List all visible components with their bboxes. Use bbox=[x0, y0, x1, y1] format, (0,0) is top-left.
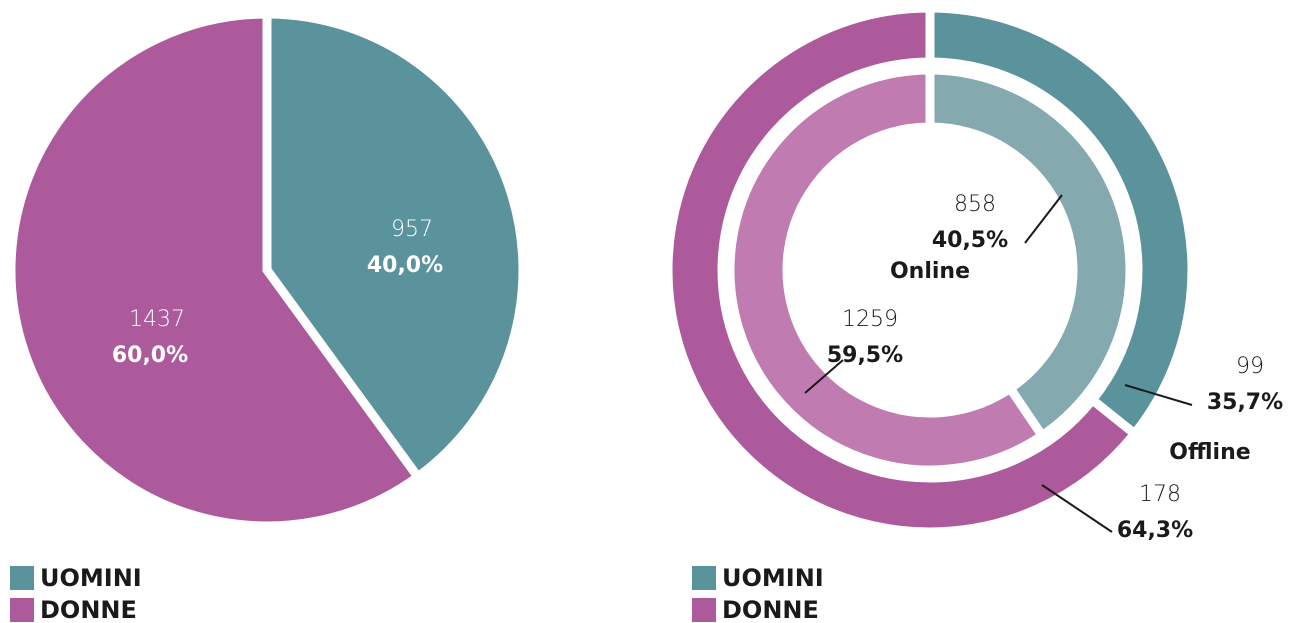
leader-line bbox=[1124, 384, 1193, 406]
legend-label: UOMINI bbox=[40, 564, 142, 592]
slice bbox=[262, 9, 528, 484]
value-label: 178 bbox=[1139, 482, 1181, 507]
percentage-label: 40,5% bbox=[932, 228, 1008, 253]
leader-line bbox=[1024, 194, 1063, 244]
legend-label: UOMINI bbox=[722, 564, 824, 592]
legend-label: DONNE bbox=[40, 596, 137, 623]
value-label: 1259 bbox=[842, 307, 898, 332]
leader-line bbox=[1041, 484, 1113, 533]
percentage-label: 60,0% bbox=[112, 343, 188, 368]
value-label: 99 bbox=[1236, 354, 1264, 379]
slice bbox=[6, 9, 425, 531]
slice bbox=[725, 65, 1049, 475]
legend-swatch bbox=[692, 566, 716, 590]
ring-name: Offline bbox=[1169, 440, 1250, 465]
leader-line bbox=[804, 359, 844, 394]
percentage-label: 35,7% bbox=[1207, 390, 1283, 415]
legend-label: DONNE bbox=[722, 596, 819, 623]
percentage-label: 40,0% bbox=[367, 253, 443, 278]
ring-name: Online bbox=[890, 259, 970, 284]
percentage-label: 64,3% bbox=[1117, 518, 1193, 543]
slice bbox=[925, 65, 1135, 442]
legend-swatch bbox=[692, 598, 716, 622]
legend-swatch bbox=[10, 598, 34, 622]
value-label: 858 bbox=[954, 192, 996, 217]
slice bbox=[925, 3, 1197, 441]
value-label: 957 bbox=[391, 217, 433, 242]
slice bbox=[663, 3, 1141, 537]
value-label: 1437 bbox=[129, 307, 185, 332]
legend-swatch bbox=[10, 566, 34, 590]
